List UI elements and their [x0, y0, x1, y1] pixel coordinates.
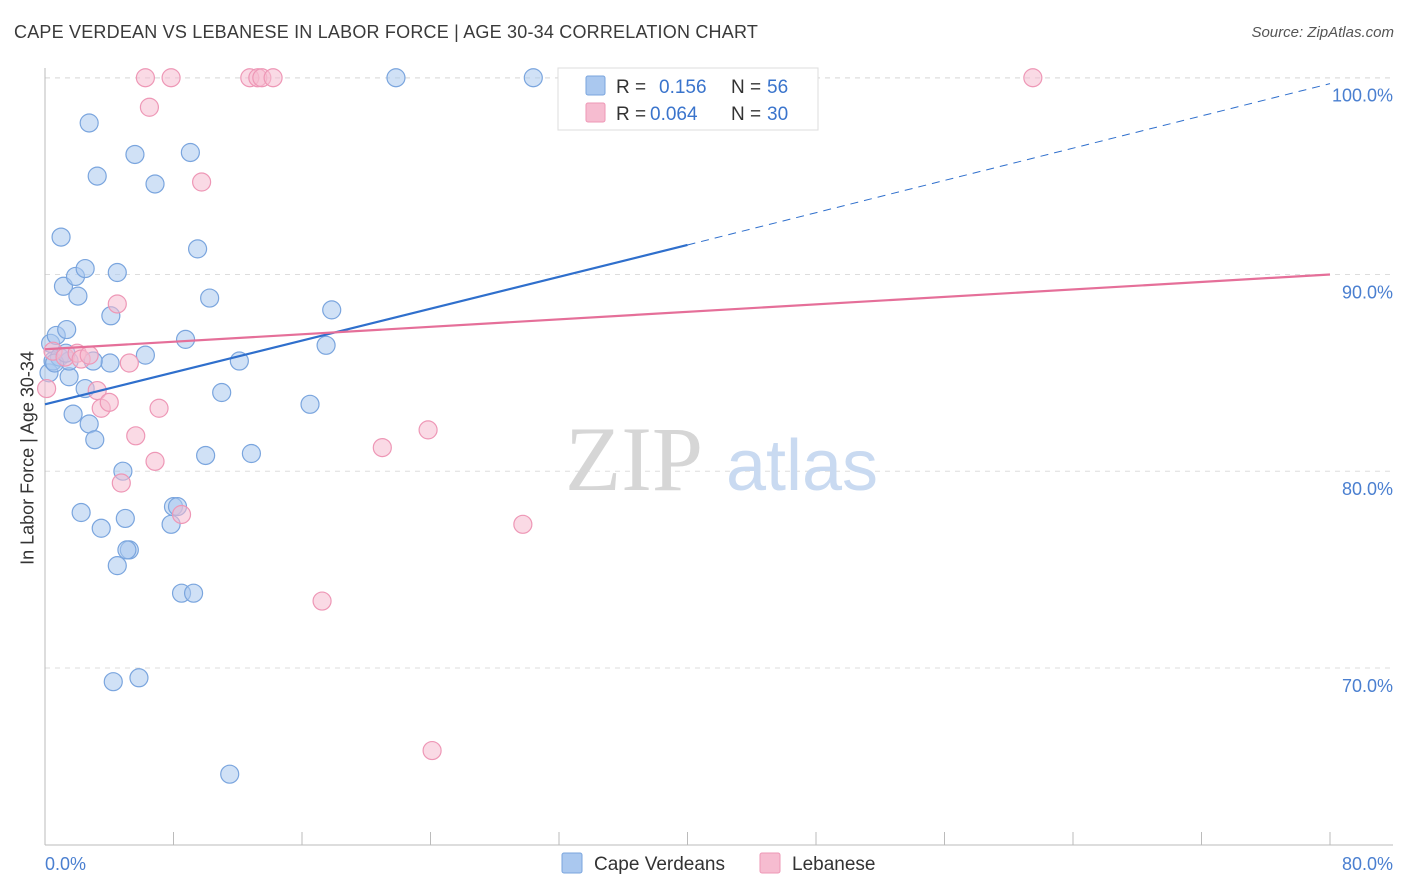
cape-verdean-point-47 — [386, 68, 406, 88]
cape-verdean-point-44 — [300, 394, 320, 414]
cape-verdean-point-22 — [107, 556, 127, 576]
lebanese-point-13 — [135, 68, 155, 88]
cape-verdean-point-12 — [68, 286, 88, 306]
trend-lines — [44, 83, 1331, 406]
y-tick-labels: 70.0% 80.0% 90.0% 100.0% — [1332, 86, 1393, 696]
cape-verdean-point-40 — [212, 382, 232, 403]
lebanese-point-10 — [111, 473, 131, 493]
lebanese-point-0 — [37, 378, 57, 399]
stats-r-value-pink: 0.064 — [650, 104, 698, 125]
chart-title: CAPE VERDEAN VS LEBANESE IN LABOR FORCE … — [14, 22, 759, 42]
legend-swatch-lebanese — [759, 852, 781, 874]
stats-r-label-blue: R = — [616, 77, 646, 98]
stats-swatch-blue — [585, 75, 606, 96]
cape-verdean-point-18 — [87, 166, 107, 186]
cape-verdean-point-48 — [523, 68, 543, 88]
stats-n-value-pink: 30 — [767, 104, 788, 125]
axes — [44, 68, 1393, 846]
cape-verdean-point-20 — [100, 353, 120, 373]
lebanese-point-29 — [1023, 68, 1043, 88]
cape-verdean-point-26 — [125, 144, 145, 165]
y-tick-label-0: 70.0% — [1342, 676, 1393, 696]
cape-verdean-point-35 — [180, 142, 200, 163]
series-cape-verdeans — [39, 68, 543, 784]
cape-verdean-point-46 — [322, 300, 342, 320]
lebanese-point-8 — [99, 392, 119, 412]
cape-verdean-point-29 — [145, 174, 165, 194]
lebanese-point-15 — [145, 451, 165, 471]
cape-verdean-point-37 — [187, 239, 208, 259]
lebanese-point-28 — [513, 514, 533, 534]
legend-swatch-cape-verdeans — [561, 852, 583, 874]
cape-verdean-point-38 — [196, 445, 216, 466]
source-label: Source: ZipAtlas.com — [1251, 24, 1394, 41]
cape-verdean-point-41 — [220, 764, 240, 784]
lebanese-point-12 — [126, 426, 146, 446]
stats-n-label-blue: N = — [731, 77, 761, 98]
lebanese-point-19 — [192, 172, 212, 192]
cape-verdean-point-36 — [183, 583, 204, 603]
lebanese-point-25 — [372, 437, 392, 458]
trend-line-cape-verdeans-extension — [687, 83, 1331, 246]
stats-swatch-pink — [585, 102, 606, 123]
x-tick-label-max: 80.0% — [1342, 854, 1393, 874]
stats-r-value-blue: 0.156 — [659, 77, 707, 98]
cape-verdean-point-7 — [57, 319, 77, 340]
cape-verdean-point-28 — [135, 345, 155, 365]
lebanese-point-23 — [263, 68, 283, 88]
stats-n-value-blue: 56 — [767, 77, 788, 98]
cape-verdean-point-16 — [79, 113, 99, 133]
lebanese-point-5 — [79, 345, 99, 365]
watermark-atlas: atlas — [726, 426, 878, 506]
lebanese-point-17 — [161, 68, 181, 88]
cape-verdean-point-43 — [241, 443, 262, 464]
grid-lines — [45, 77, 1393, 669]
cape-verdean-point-21 — [103, 672, 123, 692]
cape-verdean-point-13 — [71, 502, 91, 523]
cape-verdean-point-10 — [63, 404, 83, 424]
stats-r-label-pink: R = — [616, 104, 646, 125]
watermark-zip: ZIP — [565, 408, 703, 510]
y-tick-label-2: 90.0% — [1342, 282, 1393, 302]
y-tick-label-1: 80.0% — [1342, 479, 1393, 499]
cape-verdean-point-27 — [129, 668, 149, 688]
trend-line-cape-verdeans — [44, 243, 688, 406]
bottom-legend: Cape Verdeans Lebanese — [561, 852, 875, 875]
cape-verdean-point-34 — [175, 329, 196, 349]
lebanese-point-9 — [107, 294, 127, 314]
lebanese-point-18 — [171, 504, 192, 525]
cape-verdean-point-17 — [85, 430, 105, 450]
lebanese-point-26 — [418, 420, 438, 440]
y-tick-label-3: 100.0% — [1332, 86, 1393, 106]
trend-line-lebanese — [44, 273, 1331, 351]
legend-label-cape-verdeans: Cape Verdeans — [594, 854, 725, 875]
x-tick-label-min: 0.0% — [45, 854, 86, 874]
cape-verdean-point-19 — [91, 518, 111, 538]
lebanese-point-14 — [139, 97, 160, 117]
legend-label-lebanese: Lebanese — [792, 854, 875, 875]
stats-legend: R = 0.156 N = 56 R = 0.064 N = 30 — [557, 67, 819, 131]
series-lebanese — [37, 68, 1043, 761]
cape-verdean-point-24 — [115, 508, 135, 529]
cape-verdean-point-39 — [200, 288, 220, 308]
lebanese-point-11 — [119, 353, 139, 373]
cape-verdean-point-5 — [51, 227, 71, 247]
lebanese-point-16 — [149, 398, 169, 418]
cape-verdean-point-55 — [117, 540, 137, 560]
cape-verdean-point-14 — [75, 258, 95, 279]
stats-n-label-pink: N = — [731, 104, 761, 125]
cape-verdean-point-45 — [316, 335, 336, 355]
cape-verdean-point-54 — [107, 262, 127, 283]
lebanese-point-24 — [312, 591, 332, 611]
lebanese-point-27 — [422, 740, 442, 761]
